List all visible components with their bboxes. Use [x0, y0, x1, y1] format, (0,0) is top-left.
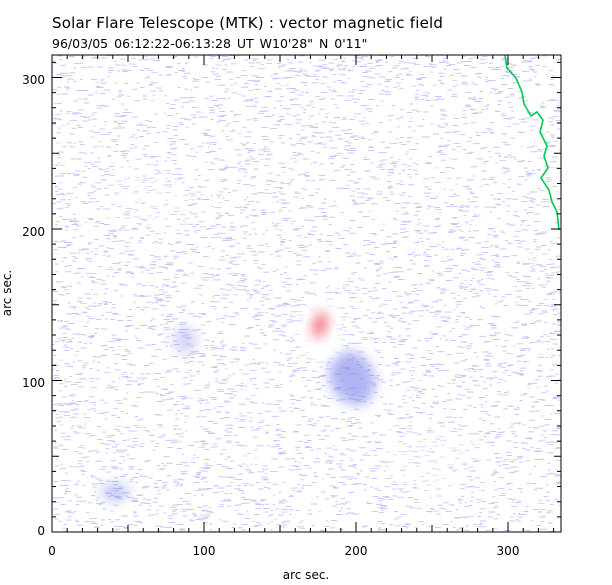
- white-patch: [110, 170, 190, 230]
- x-tick-label: 100: [193, 544, 216, 558]
- y-tick-label: 0: [37, 524, 45, 538]
- positive-polarity-region: [312, 312, 328, 338]
- y-tick-label: 200: [22, 225, 45, 239]
- white-patch: [385, 430, 475, 490]
- tick-marks: [51, 55, 561, 533]
- y-tick-label: 300: [22, 73, 45, 87]
- negative-polarity-region: [173, 326, 197, 354]
- figure-title: Solar Flare Telescope (MTK) : vector mag…: [52, 14, 444, 32]
- observation-info: 96/03/05 06:12:22-06:13:28 UT W10'28" N …: [52, 36, 368, 51]
- negative-polarity-region: [328, 350, 376, 406]
- plot-frame: [51, 54, 562, 533]
- y-tick-label: 100: [22, 376, 45, 390]
- field-regions: [101, 170, 475, 501]
- axis-ticks: [51, 55, 561, 533]
- x-tick-label: 300: [497, 544, 520, 558]
- solar-limb-line: [504, 55, 560, 231]
- magnetogram-image: [52, 55, 561, 532]
- x-tick-label: 0: [48, 544, 56, 558]
- negative-polarity-region: [101, 483, 129, 501]
- x-axis-label: arc sec.: [283, 568, 329, 582]
- x-tick-label: 200: [345, 544, 368, 558]
- y-axis-label: arc sec.: [0, 270, 14, 316]
